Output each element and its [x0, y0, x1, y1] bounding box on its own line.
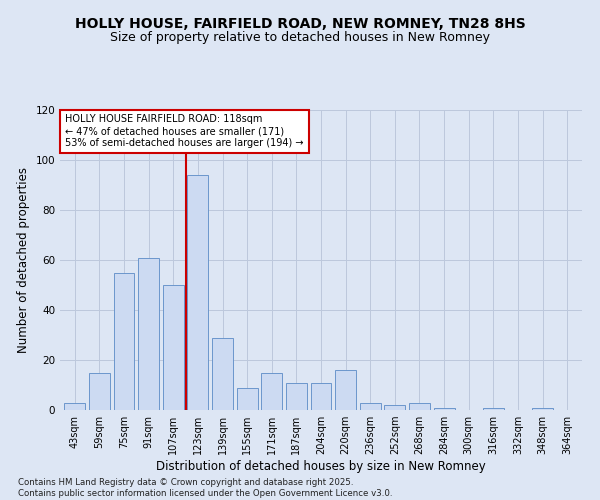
Bar: [212, 338, 233, 410]
Bar: [236, 388, 257, 410]
Text: HOLLY HOUSE, FAIRFIELD ROAD, NEW ROMNEY, TN28 8HS: HOLLY HOUSE, FAIRFIELD ROAD, NEW ROMNEY,…: [74, 18, 526, 32]
Bar: [409, 402, 430, 410]
Bar: [434, 408, 455, 410]
Bar: [483, 408, 504, 410]
Y-axis label: Number of detached properties: Number of detached properties: [17, 167, 30, 353]
Bar: [286, 382, 307, 410]
Bar: [360, 402, 381, 410]
Bar: [113, 272, 134, 410]
Text: Contains HM Land Registry data © Crown copyright and database right 2025.
Contai: Contains HM Land Registry data © Crown c…: [18, 478, 392, 498]
Bar: [138, 258, 159, 410]
Text: HOLLY HOUSE FAIRFIELD ROAD: 118sqm
← 47% of detached houses are smaller (171)
53: HOLLY HOUSE FAIRFIELD ROAD: 118sqm ← 47%…: [65, 114, 304, 148]
Bar: [335, 370, 356, 410]
Bar: [385, 405, 406, 410]
Text: Size of property relative to detached houses in New Romney: Size of property relative to detached ho…: [110, 31, 490, 44]
Bar: [64, 402, 85, 410]
Bar: [89, 372, 110, 410]
Bar: [532, 408, 553, 410]
Bar: [261, 372, 282, 410]
Bar: [187, 175, 208, 410]
X-axis label: Distribution of detached houses by size in New Romney: Distribution of detached houses by size …: [156, 460, 486, 473]
Bar: [163, 285, 184, 410]
Bar: [311, 382, 331, 410]
